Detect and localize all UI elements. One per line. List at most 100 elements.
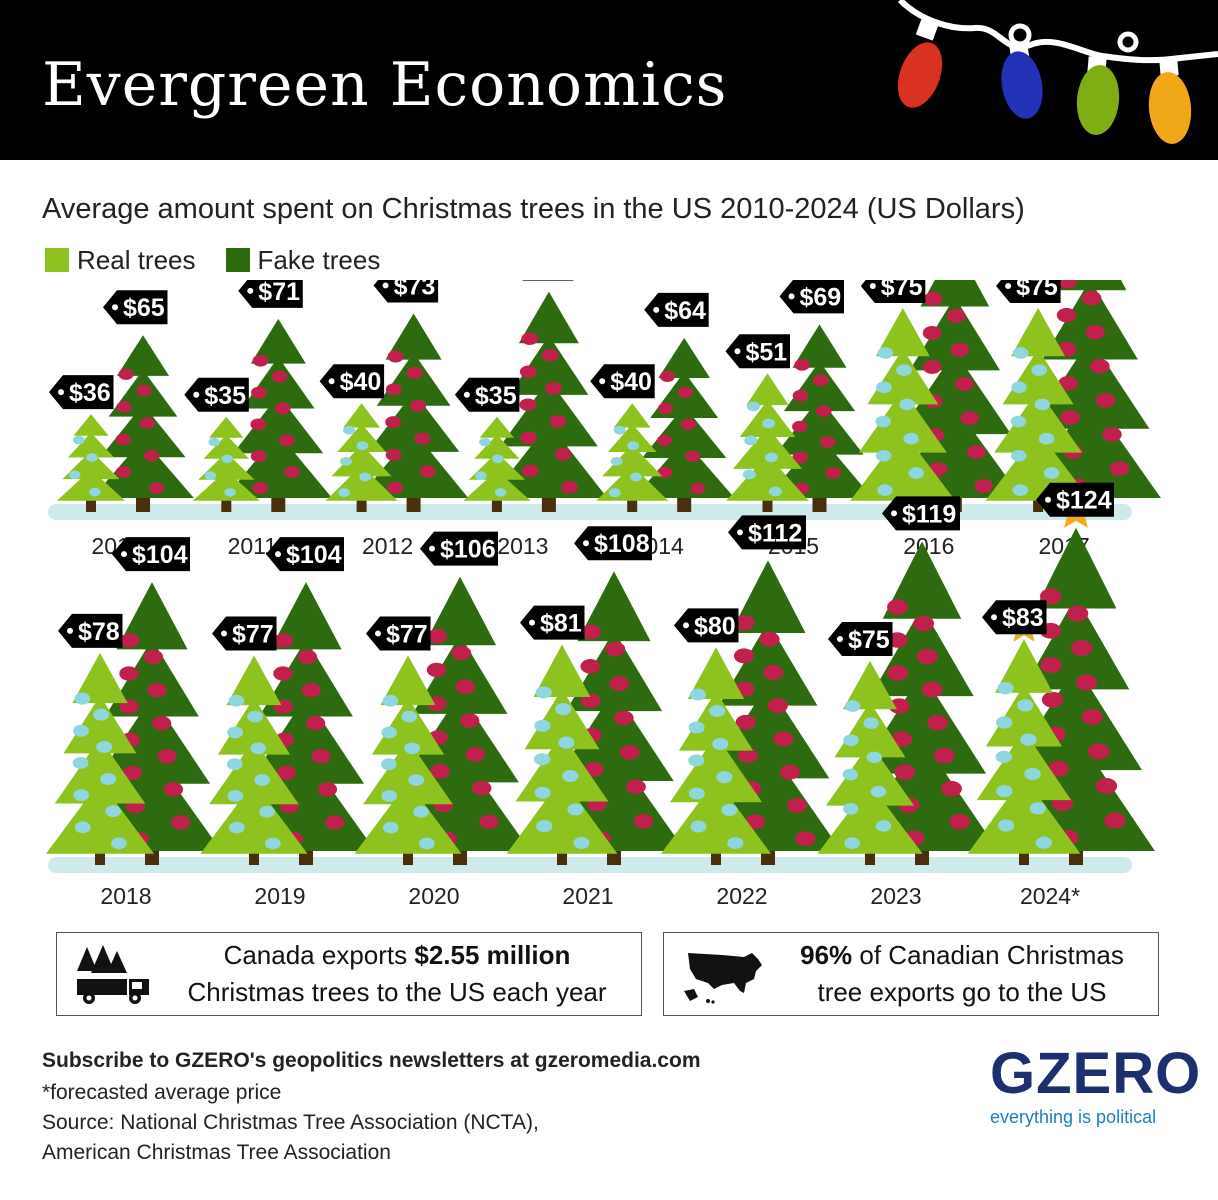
chart-title: Average amount spent on Christmas trees …	[42, 193, 1025, 225]
ornament	[891, 731, 913, 747]
ornament	[305, 716, 326, 731]
ornament	[273, 666, 293, 681]
ornament	[875, 415, 891, 428]
ornament	[541, 348, 559, 362]
tree-tier	[792, 324, 847, 368]
tree-tier	[92, 438, 194, 498]
ornament	[688, 787, 705, 800]
price-tag-fake-2022-shape	[728, 515, 806, 550]
ornament	[430, 764, 450, 779]
ornament	[688, 721, 705, 734]
price-tag-real-2016-shape	[860, 280, 926, 303]
ornament	[111, 837, 127, 850]
price-tag-fake-2013-shape	[522, 280, 574, 281]
legend-label-fake: Fake trees	[257, 244, 381, 275]
ornament	[1060, 410, 1080, 425]
price-tag-fake-2021-shape	[574, 526, 652, 561]
ornament	[913, 615, 934, 632]
price-tag-real-2013-hole	[463, 391, 470, 398]
ornament	[1011, 450, 1027, 462]
year-group-2023: $75 $119 2023	[817, 496, 999, 909]
subscribe-text: Subscribe to GZERO's geopolitics newslet…	[42, 1049, 701, 1072]
tree-tier	[509, 335, 589, 395]
ornament	[89, 487, 101, 497]
tree-tier	[746, 373, 789, 406]
ornament	[297, 649, 318, 665]
ornament	[626, 779, 646, 795]
price-tag-real-2023-hole	[837, 636, 843, 642]
ornament	[922, 325, 942, 340]
price-tag-real-2011: $35	[204, 382, 246, 410]
ornament	[689, 688, 707, 701]
ornament	[735, 714, 756, 730]
tree-tier	[726, 454, 809, 501]
price-tag-fake-2015: $69	[800, 283, 842, 311]
legend-label-real: Real trees	[77, 244, 196, 275]
ornament	[558, 736, 575, 749]
tree-tier	[423, 576, 497, 646]
price-tag-real-2010-hole	[58, 389, 64, 396]
ornament	[343, 425, 355, 435]
ornament	[317, 782, 338, 797]
ornament	[519, 398, 537, 412]
ornament	[709, 704, 726, 717]
ornament	[1109, 461, 1130, 476]
ornament	[795, 831, 816, 846]
ornament	[311, 749, 331, 764]
ornament	[1070, 640, 1093, 656]
ornament	[116, 401, 132, 413]
tree-tier	[270, 582, 342, 650]
ornament	[1035, 836, 1053, 849]
ornament	[254, 774, 271, 786]
ornament	[74, 692, 91, 705]
legend-item-real: Real trees	[45, 245, 196, 276]
tree-tier	[985, 684, 1063, 747]
price-tag-real-2021-hole	[529, 619, 535, 626]
price-tag-real-2012-hole	[328, 378, 335, 385]
ornament	[340, 456, 352, 466]
year-group-2022: $80 $112 2022	[661, 515, 842, 909]
ornament	[894, 764, 916, 780]
ornament	[843, 734, 859, 747]
price-tag-real-2015-hole	[734, 348, 741, 355]
price-tag-fake-2010-shape	[103, 290, 168, 325]
ornament	[139, 417, 155, 429]
ornament	[427, 628, 448, 644]
ornament	[966, 445, 986, 460]
tree-tier	[706, 683, 830, 779]
ornament	[768, 486, 782, 497]
price-tag-real-2019-shape	[212, 616, 277, 651]
ornament	[1017, 699, 1034, 712]
ornament	[1075, 674, 1098, 691]
tree-tier	[463, 470, 531, 501]
price-tag-fake-2024*: $124	[1056, 487, 1112, 515]
ornament	[535, 686, 552, 699]
ornament	[763, 665, 784, 680]
tree-tier	[479, 416, 515, 438]
ornament	[614, 710, 634, 726]
ornament	[381, 726, 398, 739]
price-tag-fake-2019-shape	[266, 537, 344, 572]
ornament	[387, 481, 404, 494]
price-tag-real-2022: $80	[694, 612, 736, 640]
tree-tier	[882, 541, 962, 619]
ornament	[657, 434, 673, 447]
price-tag-real-2013-shape	[454, 377, 520, 412]
price-tag-real-2021-shape	[520, 605, 585, 640]
price-tag-fake-2014: $64	[664, 297, 706, 325]
canada-exports-text: Canada exports $2.55 million Christmas t…	[157, 937, 637, 1011]
price-tag-real-2015: $51	[746, 338, 788, 366]
tree-tier	[506, 777, 618, 854]
price-tag-real-2016-hole	[869, 283, 876, 289]
ornament	[119, 666, 139, 681]
ornament	[93, 708, 110, 721]
ornament	[385, 416, 402, 429]
price-tag-fake-2019-hole	[275, 551, 281, 558]
ornament	[534, 719, 551, 732]
ornament	[996, 785, 1013, 798]
price-tag-fake-2014-shape	[644, 292, 709, 327]
tree-tier	[817, 783, 923, 854]
price-tag-fake-2018: $104	[132, 541, 188, 569]
tree-trunk	[762, 496, 773, 512]
